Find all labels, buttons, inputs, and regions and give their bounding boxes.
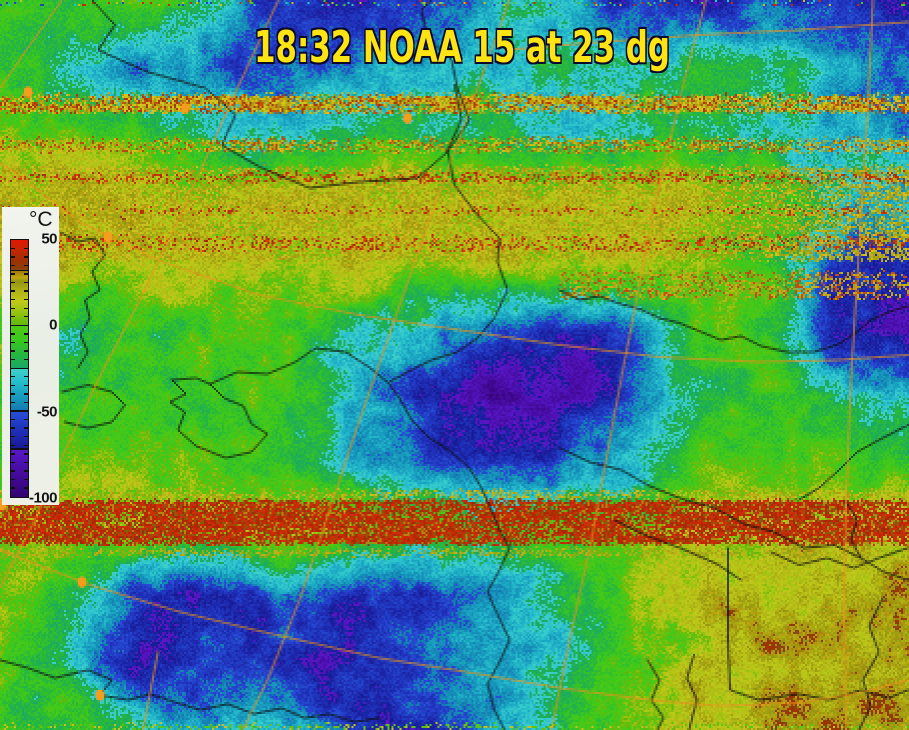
colorbar-minor-tick [24,410,28,412]
colorbar-minor-tick [24,401,28,404]
colorbar-minor-tick [11,350,15,352]
colorbar-minor-tick [11,367,15,369]
colorbar-minor-tick [24,324,28,327]
colorbar-minor-tick [24,487,28,489]
colorbar-segment-boundary [11,367,28,369]
scale-unit-label: °C [29,208,53,231]
colorbar-minor-tick [11,384,15,387]
colorbar-minor-tick [24,478,28,481]
colorbar-minor-tick [11,247,15,249]
colorbar-minor-tick [11,478,15,481]
colorbar-minor-tick [24,436,28,438]
colorbar-minor-tick [24,444,28,446]
colorbar-minor-tick [11,393,15,395]
colorbar-minor-tick [11,307,15,309]
image-title: 18:32 NOAA 15 at 23 dg [253,22,671,73]
colorbar-minor-tick [11,333,15,335]
colorbar-minor-tick [24,376,28,378]
colorbar-minor-tick [11,298,15,301]
colorbar-minor-tick [24,281,28,284]
colorbar-minor-tick [24,427,28,429]
colorbar-segment-boundary [11,269,28,272]
colorbar-minor-tick [11,487,15,489]
temperature-colorbar [10,239,29,498]
colorbar-minor-tick [11,444,15,446]
colorbar-minor-tick [24,367,28,369]
colorbar-minor-tick [11,316,15,318]
colorbar-minor-tick [24,264,28,267]
colorbar-minor-tick [11,427,15,429]
colorbar-minor-tick [24,247,28,249]
temperature-scale-panel: °C 50 0 -50 -100 [2,207,59,507]
colorbar-minor-tick [11,436,15,438]
colorbar-minor-tick [11,453,15,455]
colorbar-segment-boundary [11,324,28,327]
colorbar-minor-tick [24,453,28,455]
colorbar-minor-tick [11,273,15,275]
colorbar-minor-tick [24,290,28,292]
colorbar-minor-tick [24,333,28,335]
colorbar-minor-tick [24,358,28,361]
scale-tick-label: -50 [36,403,58,421]
colorbar-minor-tick [11,256,15,258]
colorbar-minor-tick [11,410,15,412]
colorbar-minor-tick [11,324,15,327]
colorbar-minor-tick [11,376,15,378]
scale-tick-label: 50 [41,230,57,248]
colorbar-minor-tick [11,401,15,404]
colorbar-minor-tick [24,256,28,258]
colorbar-minor-tick [24,470,28,472]
colorbar-segment-boundary [11,448,28,450]
colorbar-minor-tick [24,418,28,421]
colorbar-minor-tick [24,461,28,464]
colorbar-minor-tick [11,418,15,421]
colorbar-minor-tick [11,264,15,267]
colorbar-minor-tick [24,350,28,352]
colorbar-minor-tick [11,290,15,292]
colorbar-minor-tick [24,316,28,318]
colorbar-segment-boundary [11,410,28,412]
colorbar-minor-tick [11,461,15,464]
colorbar-minor-tick [11,470,15,472]
colorbar-minor-tick [24,341,28,344]
colorbar-minor-tick [11,341,15,344]
colorbar-minor-tick [11,358,15,361]
colorbar-minor-tick [24,393,28,395]
colorbar-minor-tick [24,273,28,275]
colorbar-minor-tick [24,384,28,387]
colorbar-minor-tick [24,298,28,301]
colorbar-minor-tick [24,307,28,309]
scale-tick-label: -100 [28,489,58,507]
colorbar-minor-tick [11,281,15,284]
scale-tick-label: 0 [49,316,57,334]
